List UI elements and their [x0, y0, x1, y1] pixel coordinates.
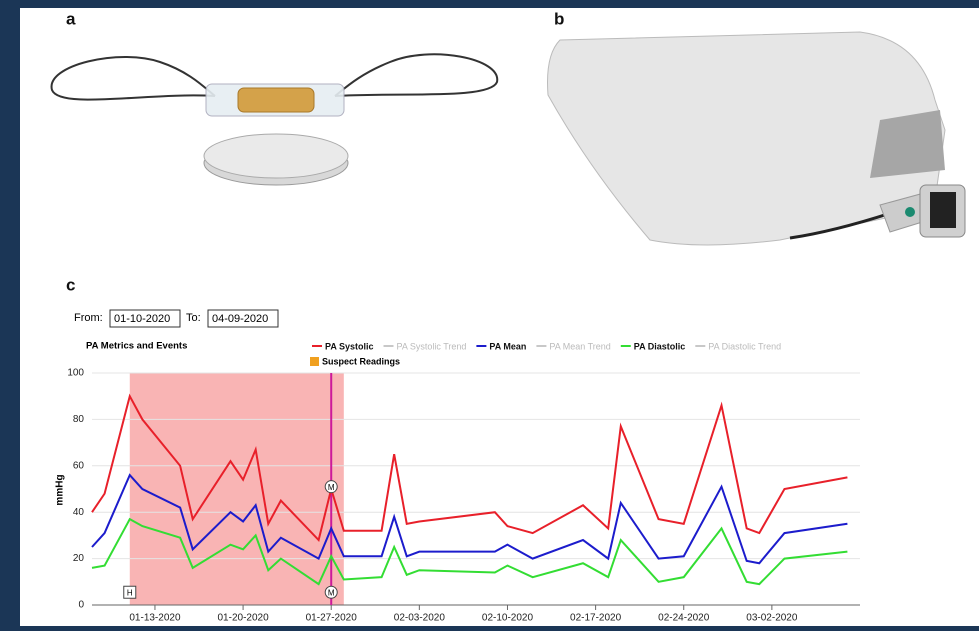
x-tick-label: 02-17-2020 [570, 613, 622, 624]
x-tick-label: 02-24-2020 [658, 613, 710, 624]
x-tick-label: 02-10-2020 [482, 613, 534, 624]
panel-label: a [66, 9, 76, 28]
event-marker-label: M [328, 588, 335, 597]
legend-label: PA Mean Trend [549, 341, 610, 351]
chart-title: PA Metrics and Events [86, 341, 187, 352]
legend-label: PA Diastolic [634, 341, 686, 351]
filter-label: To: [186, 312, 201, 324]
event-marker-label: H [127, 588, 133, 597]
legend-label: PA Systolic Trend [397, 341, 467, 351]
y-tick-label: 100 [67, 368, 84, 379]
legend-swatch [310, 357, 319, 366]
panel-label: b [554, 9, 564, 28]
x-tick-label: 01-27-2020 [306, 613, 358, 624]
legend-label: PA Systolic [325, 341, 374, 351]
x-tick-label: 03-02-2020 [746, 613, 798, 624]
y-tick-label: 20 [73, 553, 85, 564]
date-input-text[interactable]: 04-09-2020 [212, 313, 268, 325]
panel-label: c [66, 275, 75, 294]
y-tick-label: 0 [78, 600, 84, 611]
legend-label: Suspect Readings [322, 356, 400, 366]
y-tick-label: 60 [73, 460, 85, 471]
event-marker-label: M [328, 483, 335, 492]
x-tick-label: 02-03-2020 [394, 613, 446, 624]
figure: a b c From: 01-10-2020 To: 04-09-2020 PA… [0, 0, 979, 626]
filter-label: From: [74, 312, 103, 324]
y-axis-label: mmHg [55, 474, 66, 505]
x-tick-label: 01-20-2020 [218, 613, 270, 624]
page: a b c From: 01-10-2020 To: 04-09-2020 PA… [0, 0, 979, 626]
suspect-region [130, 373, 344, 605]
legend-label: PA Mean [489, 341, 526, 351]
y-tick-label: 40 [73, 507, 85, 518]
y-tick-label: 80 [73, 414, 85, 425]
legend-label: PA Diastolic Trend [708, 341, 781, 351]
date-input-text[interactable]: 01-10-2020 [114, 313, 170, 325]
x-tick-label: 01-13-2020 [129, 613, 181, 624]
